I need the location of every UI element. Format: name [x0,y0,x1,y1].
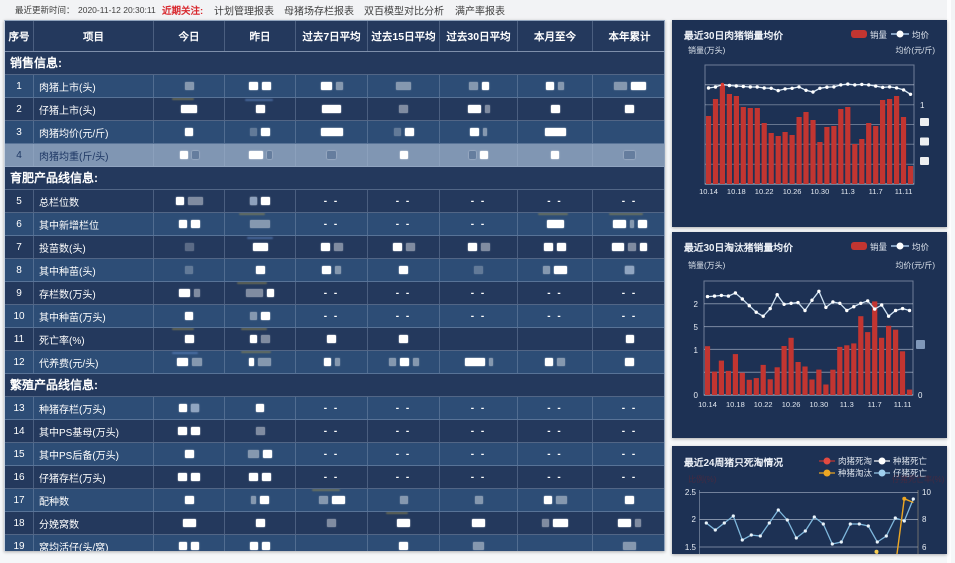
svg-text:均价: 均价 [912,242,930,252]
svg-text:仔猪死亡: 仔猪死亡 [893,468,928,478]
svg-text:2.5: 2.5 [685,488,697,497]
svg-text:10.22: 10.22 [754,400,773,409]
svg-text:6: 6 [922,543,927,552]
svg-text:1: 1 [920,101,925,110]
svg-text:11.11: 11.11 [895,187,913,196]
svg-text:10.14: 10.14 [699,187,718,196]
svg-text:最近30日淘汰猪销量均价: 最近30日淘汰猪销量均价 [684,241,793,254]
svg-text:0: 0 [918,391,923,400]
svg-text:11.3: 11.3 [841,187,855,196]
svg-text:均价(元/斤): 均价(元/斤) [895,45,935,55]
svg-text:5: 5 [694,323,699,332]
svg-text:最近30日肉猪销量均价: 最近30日肉猪销量均价 [684,29,783,42]
svg-text:10.26: 10.26 [783,187,802,196]
svg-text:11.7: 11.7 [869,187,883,196]
svg-text:10.14: 10.14 [698,400,717,409]
svg-text:10: 10 [922,488,931,497]
svg-text:销量(万头): 销量(万头) [688,260,726,270]
svg-text:2: 2 [692,515,697,524]
svg-text:10.26: 10.26 [782,400,801,409]
svg-text:11.3: 11.3 [840,400,854,409]
svg-text:10.18: 10.18 [727,187,746,196]
svg-text:种猪死亡: 种猪死亡 [893,456,928,466]
svg-text:10.30: 10.30 [810,400,829,409]
svg-text:2: 2 [694,300,699,309]
svg-text:最近24周猪只死淘情况: 最近24周猪只死淘情况 [684,456,783,469]
svg-text:10.22: 10.22 [755,187,774,196]
svg-text:10.30: 10.30 [811,187,830,196]
svg-text:0: 0 [694,391,699,400]
svg-text:仔猪死亡率(%): 仔猪死亡率(%) [892,474,945,484]
svg-text:种猪淘汰: 种猪淘汰 [838,468,873,478]
svg-text:11.11: 11.11 [894,400,912,409]
svg-text:10.18: 10.18 [726,400,745,409]
svg-text:8: 8 [922,515,927,524]
svg-text:肉猪死淘: 肉猪死淘 [838,456,872,466]
svg-text:比例(%): 比例(%) [688,474,717,484]
svg-text:1.5: 1.5 [685,543,697,552]
svg-text:1: 1 [694,346,699,355]
svg-text:均价(元/斤): 均价(元/斤) [895,260,935,270]
svg-text:销量: 销量 [870,30,888,40]
svg-text:均价: 均价 [912,30,930,40]
svg-text:11.7: 11.7 [868,400,882,409]
svg-text:销量: 销量 [870,242,888,252]
svg-text:销量(万头): 销量(万头) [688,45,726,55]
